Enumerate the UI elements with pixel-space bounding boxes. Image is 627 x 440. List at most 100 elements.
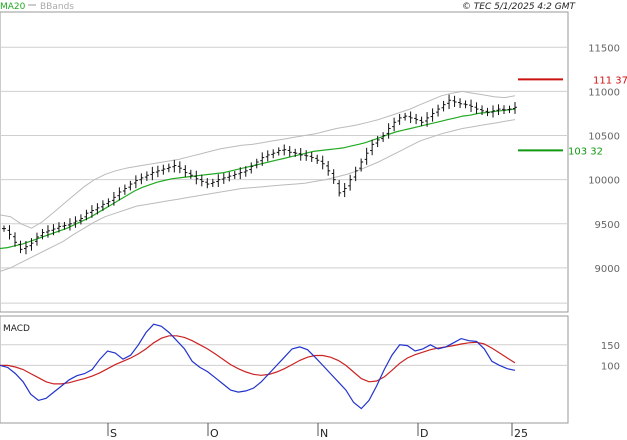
support-label: 103 32 — [568, 146, 603, 157]
price-grid: 11500 11000 10500 10000 9500 9000 — [0, 43, 620, 304]
price-tick-label: 11000 — [588, 87, 620, 98]
ohlc-bar — [183, 165, 188, 177]
ohlc-bar — [436, 104, 441, 117]
price-series-group — [0, 90, 517, 272]
ohlc-bar — [100, 200, 105, 211]
ohlc-bar — [315, 154, 320, 164]
ohlc-bar — [139, 173, 144, 185]
ohlc-bar — [161, 164, 166, 175]
ohlc-bar — [282, 144, 287, 156]
macd-signal-line — [0, 335, 516, 385]
x-tick-label: O — [210, 427, 219, 440]
ma20-legend-label: MA20 — [0, 2, 26, 12]
price-panel-frame — [0, 11, 569, 313]
ohlc-bar — [232, 170, 237, 179]
ohlc-bar — [254, 158, 259, 169]
ohlc-bar — [40, 228, 45, 240]
ohlc-bar — [2, 225, 6, 232]
ohlc-bar — [172, 159, 177, 173]
ohlc-bar — [496, 104, 501, 116]
ohlc-bar — [507, 105, 512, 114]
ohlc-bar — [381, 132, 386, 142]
ohlc-bar — [304, 150, 309, 161]
ohlc-bar — [342, 182, 347, 198]
ohlc-bar — [430, 108, 435, 122]
ohlc-bar — [166, 163, 171, 173]
x-tick-label: N — [320, 427, 328, 440]
bbands-lower-line — [0, 119, 516, 272]
ohlc-bar — [271, 149, 276, 159]
ohlc-bar — [276, 147, 281, 156]
x-axis: S O N D 25 — [107, 423, 528, 440]
ohlc-bar — [128, 180, 133, 191]
ohlc-bar — [265, 150, 270, 162]
ohlc-bar — [155, 165, 160, 178]
ohlc-bar — [56, 222, 61, 233]
ohlc-bar — [364, 147, 369, 165]
ohlc-bar — [62, 221, 67, 230]
ohlc-bar — [392, 117, 397, 132]
ohlc-bar — [375, 135, 380, 148]
ohlc-bar — [480, 105, 485, 116]
x-tick-label: D — [420, 427, 428, 440]
ohlc-bar — [199, 174, 204, 187]
ohlc-bar — [287, 145, 292, 157]
ohlc-bar — [452, 95, 457, 107]
ohlc-bar — [78, 214, 83, 225]
ohlc-bar — [177, 161, 182, 174]
macd-panel-title: MACD — [3, 324, 30, 334]
ohlc-bar — [122, 184, 127, 195]
macd-tick-label: 100 — [601, 361, 620, 372]
ohlc-bar — [249, 162, 254, 174]
ohlc-bar — [485, 107, 490, 117]
ohlc-bar — [221, 173, 226, 184]
price-tick-label: 9500 — [595, 220, 620, 231]
ohlc-bar — [370, 139, 375, 156]
resistance-label: 111 37 — [593, 75, 627, 86]
ohlc-bar — [513, 101, 517, 114]
ohlc-bar — [458, 98, 463, 109]
ohlc-bar — [144, 171, 149, 181]
ohlc-bar — [111, 192, 116, 206]
ohlc-bar — [326, 160, 331, 176]
ohlc-bar — [227, 172, 232, 182]
price-tick-label: 10000 — [588, 176, 620, 187]
ohlc-bar — [45, 225, 50, 238]
ohlc-bar — [353, 166, 358, 182]
price-tick-label: 9000 — [595, 264, 620, 275]
ohlc-bar — [89, 205, 94, 218]
ohlc-bar — [7, 225, 12, 240]
price-tick-label: 10500 — [588, 132, 620, 143]
ohlc-bar — [238, 167, 243, 180]
ohlc-bar — [491, 105, 496, 118]
ohlc-bar — [408, 111, 413, 124]
ohlc-bar — [106, 198, 111, 207]
macd-series-group — [0, 323, 516, 410]
ohlc-bar — [12, 232, 17, 247]
ohlc-bar — [293, 148, 298, 157]
ohlc-bar — [243, 166, 248, 177]
ohlc-bar — [463, 100, 468, 109]
ohlc-bar — [397, 113, 402, 125]
ohlc-bar — [441, 100, 446, 112]
ohlc-bar — [359, 158, 364, 172]
ohlc-bar — [298, 147, 303, 161]
macd-line — [0, 323, 516, 410]
ohlc-bar — [51, 224, 56, 236]
bbands-legend-label: BBands — [40, 2, 74, 12]
timestamp: © TEC 5/1/2025 4:2 GMT — [462, 2, 577, 12]
ohlc-bar — [194, 170, 199, 185]
bbands-upper-line — [0, 90, 516, 229]
ohlc-bar — [133, 175, 138, 189]
macd-tick-label: 150 — [601, 341, 620, 352]
ohlc-bar — [23, 240, 28, 255]
ohlc-bar — [348, 174, 353, 191]
x-tick-label: 25 — [514, 427, 528, 440]
ohlc-bar — [337, 180, 342, 197]
ohlc-bar — [260, 152, 265, 166]
ohlc-bar — [414, 113, 419, 125]
ohlc-bar — [216, 174, 221, 187]
ohlc-bar — [67, 218, 72, 231]
ohlc-bar — [502, 105, 507, 115]
ohlc-bar — [95, 203, 100, 215]
